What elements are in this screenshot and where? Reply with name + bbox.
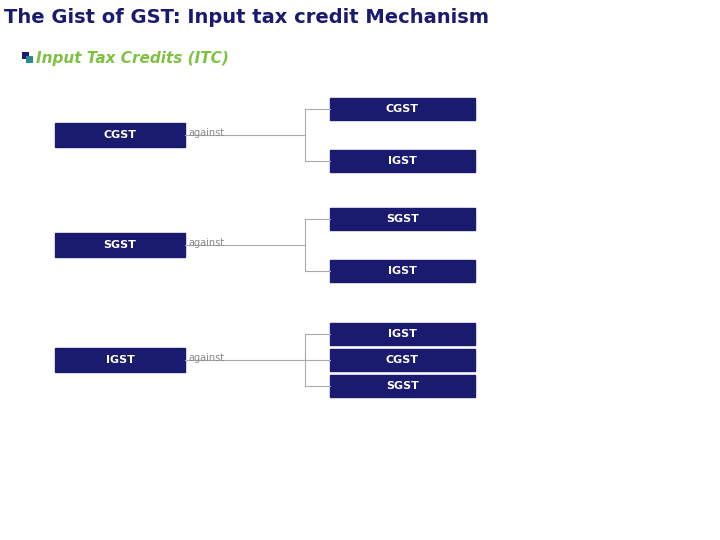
FancyBboxPatch shape [22,52,29,59]
Text: against: against [188,353,224,363]
FancyBboxPatch shape [330,260,475,282]
Text: CGST: CGST [104,130,137,140]
Text: IGST: IGST [388,156,417,166]
FancyBboxPatch shape [330,323,475,345]
Text: SGST: SGST [104,240,136,250]
Text: CGST: CGST [386,355,419,365]
Text: The Gist of GST: Input tax credit Mechanism: The Gist of GST: Input tax credit Mechan… [4,8,489,27]
Text: CGST: CGST [386,104,419,114]
FancyBboxPatch shape [330,375,475,397]
Text: IGST: IGST [388,329,417,339]
Text: against: against [188,128,224,138]
Text: IGST: IGST [106,355,135,365]
FancyBboxPatch shape [330,150,475,172]
Text: Input Tax Credits (ITC): Input Tax Credits (ITC) [36,51,229,66]
Text: against: against [188,238,224,248]
FancyBboxPatch shape [26,56,33,63]
FancyBboxPatch shape [330,208,475,230]
FancyBboxPatch shape [330,98,475,120]
Text: SGST: SGST [386,381,419,391]
Text: SGST: SGST [386,214,419,224]
FancyBboxPatch shape [55,348,185,372]
Text: IGST: IGST [388,266,417,276]
FancyBboxPatch shape [55,233,185,257]
FancyBboxPatch shape [330,349,475,371]
FancyBboxPatch shape [55,123,185,147]
